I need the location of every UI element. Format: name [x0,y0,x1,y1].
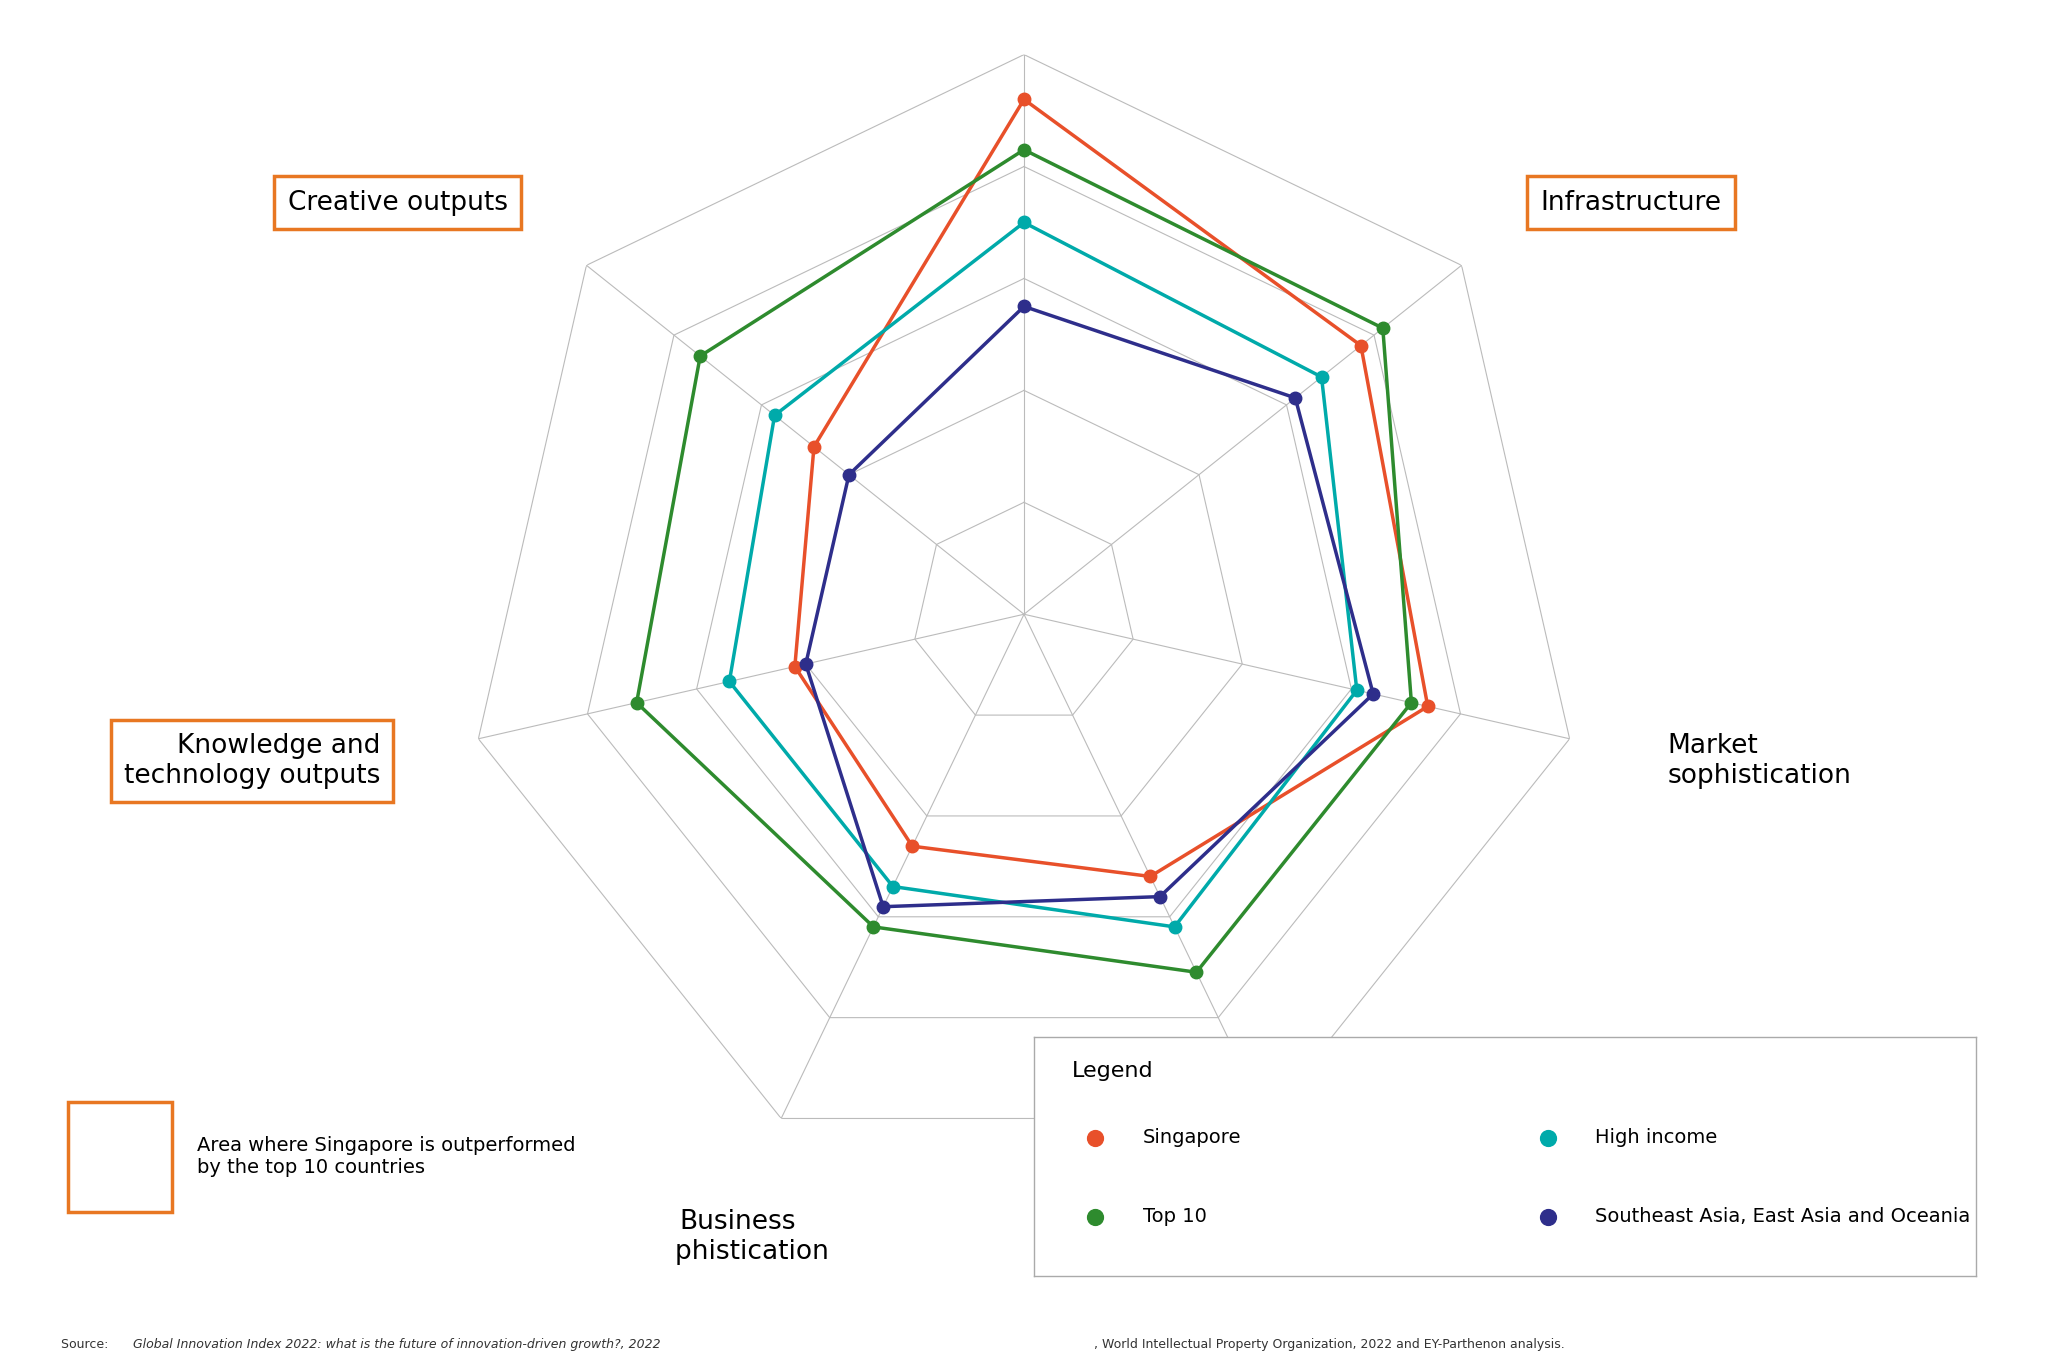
Point [1341,680,1374,702]
Point [778,655,811,677]
Point [1366,317,1399,339]
Point [621,692,653,714]
Point [684,345,717,367]
Point [788,652,821,674]
Point [758,404,791,426]
Point [866,895,899,917]
Point [1411,696,1444,718]
Text: Knowledge and
technology outputs: Knowledge and technology outputs [123,733,381,789]
Point [1008,212,1040,233]
Text: High income: High income [1595,1129,1716,1147]
Point [1532,1127,1565,1149]
Point [1159,916,1192,938]
Text: Infrastructure: Infrastructure [1540,190,1720,216]
Point [856,916,889,938]
Text: Human capital
and research: Human capital and research [1214,1209,1407,1265]
Point [1008,139,1040,161]
Point [713,670,745,692]
Point [834,464,866,486]
Point [1346,334,1378,356]
Text: Business
sophistication: Business sophistication [645,1209,829,1265]
Point [1395,692,1427,714]
Text: Southeast Asia, East Asia and Oceania: Southeast Asia, East Asia and Oceania [1595,1207,1970,1226]
Point [1008,296,1040,318]
Text: Top 10: Top 10 [1143,1207,1206,1226]
Point [877,875,909,897]
Point [1008,89,1040,111]
Point [1278,388,1311,410]
Point [1143,886,1176,908]
Point [1532,1205,1565,1227]
Point [1135,865,1167,887]
Text: Area where Singapore is outperformed
by the top 10 countries: Area where Singapore is outperformed by … [197,1136,575,1178]
Text: Global Innovation Index 2022: what is the future of innovation-driven growth?, 2: Global Innovation Index 2022: what is th… [133,1338,662,1351]
Point [1358,682,1391,704]
Point [1305,366,1337,388]
FancyBboxPatch shape [68,1102,172,1212]
Text: Market
sophistication: Market sophistication [1667,733,1851,789]
Text: Legend: Legend [1071,1062,1153,1081]
Text: Creative outputs: Creative outputs [287,190,508,216]
Point [797,435,829,457]
Point [1180,961,1212,983]
Text: Source:: Source: [61,1338,113,1351]
Point [895,835,928,857]
Point [1079,1127,1112,1149]
Text: Singapore: Singapore [1143,1129,1241,1147]
Point [1079,1205,1112,1227]
Text: , World Intellectual Property Organization, 2022 and EY-Parthenon analysis.: , World Intellectual Property Organizati… [1094,1338,1565,1351]
